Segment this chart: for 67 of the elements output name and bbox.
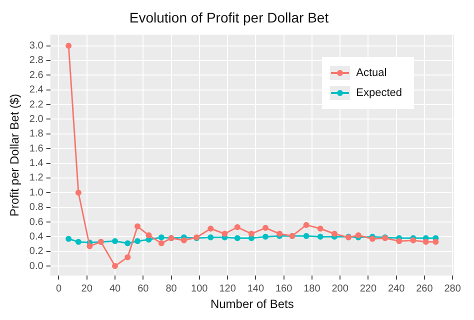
legend-label: Actual: [356, 66, 387, 79]
y-tick-label: 0.2: [29, 246, 44, 258]
point: [180, 237, 187, 244]
x-tick-label: 0: [56, 283, 62, 294]
y-tick-label: 1.8: [29, 128, 44, 140]
y-tick-label: 1.4: [29, 158, 44, 170]
point: [422, 238, 429, 245]
x-tick-label: 40: [109, 283, 122, 294]
x-tick-label: 220: [360, 283, 377, 294]
point: [124, 240, 131, 246]
point: [248, 230, 254, 237]
legend-label: Expected: [356, 86, 402, 99]
point: [317, 226, 324, 232]
point: [146, 232, 152, 238]
point: [262, 234, 269, 240]
y-tick-label: 0.6: [29, 216, 44, 228]
y-tick-label: 2.6: [29, 70, 44, 81]
point: [66, 236, 72, 242]
point: [75, 190, 82, 196]
point: [134, 238, 141, 244]
point: [75, 238, 82, 245]
point: [112, 238, 118, 244]
y-tick-label: 0.4: [29, 231, 44, 242]
y-tick-label: 1.6: [29, 143, 44, 154]
point: [124, 254, 131, 260]
chart-title: Evolution of Profit per Dollar Bet: [129, 9, 329, 26]
point: [208, 234, 214, 240]
x-tick-label: 160: [275, 283, 293, 294]
y-tick-label: 3.0: [29, 40, 44, 52]
x-tick-label: 180: [304, 283, 321, 294]
point: [234, 224, 240, 230]
x-tick-label: 80: [166, 283, 178, 294]
point: [396, 238, 402, 244]
point: [331, 230, 338, 237]
x-axis-title: Number of Bets: [210, 297, 294, 312]
point: [262, 224, 269, 231]
point: [112, 263, 118, 270]
point: [234, 235, 240, 242]
x-tick-label: 280: [444, 283, 462, 294]
y-tick-label: 1.2: [29, 172, 44, 184]
y-tick-label: 2.2: [29, 99, 44, 110]
x-tick-label: 60: [138, 283, 150, 294]
y-tick-label: 0.8: [29, 202, 44, 214]
y-tick-label: 2.4: [29, 84, 44, 96]
y-tick-label: 1.0: [29, 187, 44, 198]
x-tick-label: 260: [416, 283, 434, 294]
y-tick-label: 2.0: [29, 114, 44, 125]
point: [208, 226, 214, 232]
point: [432, 238, 439, 245]
x-tick-label: 120: [219, 283, 236, 294]
x-tick-label: 200: [332, 283, 349, 294]
point: [158, 234, 164, 240]
x-tick-label: 240: [388, 283, 406, 294]
point: [222, 230, 228, 237]
y-axis-title: Profit per Dollar Bet ($): [8, 94, 22, 217]
point: [86, 243, 93, 250]
y-tick-label: 2.8: [29, 55, 44, 66]
x-tick-label: 20: [81, 283, 93, 294]
x-tick-label: 100: [191, 283, 208, 294]
y-tick-label: 0.0: [29, 260, 44, 272]
point: [158, 240, 164, 246]
point: [134, 223, 141, 230]
point: [303, 232, 310, 239]
point: [303, 222, 310, 228]
x-tick-label: 140: [247, 283, 264, 294]
point: [317, 234, 324, 240]
point: [66, 42, 72, 49]
